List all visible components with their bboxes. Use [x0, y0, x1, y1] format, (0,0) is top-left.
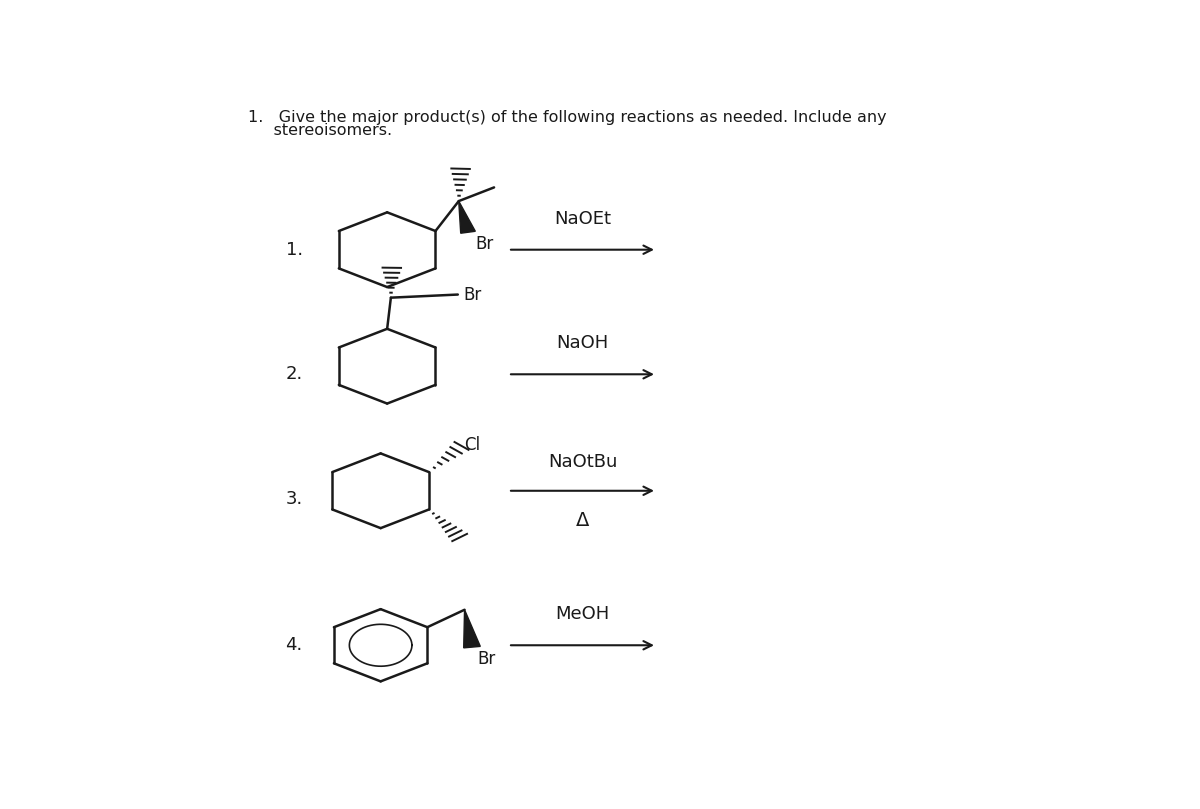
Text: Δ: Δ [576, 511, 589, 531]
Text: 2.: 2. [286, 366, 302, 383]
Text: Br: Br [475, 235, 493, 252]
Polygon shape [458, 201, 475, 233]
Text: 1.   Give the major product(s) of the following reactions as needed. Include any: 1. Give the major product(s) of the foll… [247, 109, 887, 125]
Text: 3.: 3. [286, 490, 302, 508]
Text: 4.: 4. [286, 636, 302, 654]
Text: 1.: 1. [286, 241, 302, 259]
Text: Cl: Cl [464, 436, 480, 454]
Text: MeOH: MeOH [556, 605, 610, 624]
Text: Br: Br [478, 650, 496, 668]
Text: Br: Br [463, 286, 481, 303]
Text: NaOEt: NaOEt [554, 210, 611, 228]
Text: NaOH: NaOH [557, 334, 608, 353]
Text: stereoisomers.: stereoisomers. [247, 123, 391, 138]
Polygon shape [463, 610, 480, 648]
Text: NaOtBu: NaOtBu [547, 453, 617, 471]
